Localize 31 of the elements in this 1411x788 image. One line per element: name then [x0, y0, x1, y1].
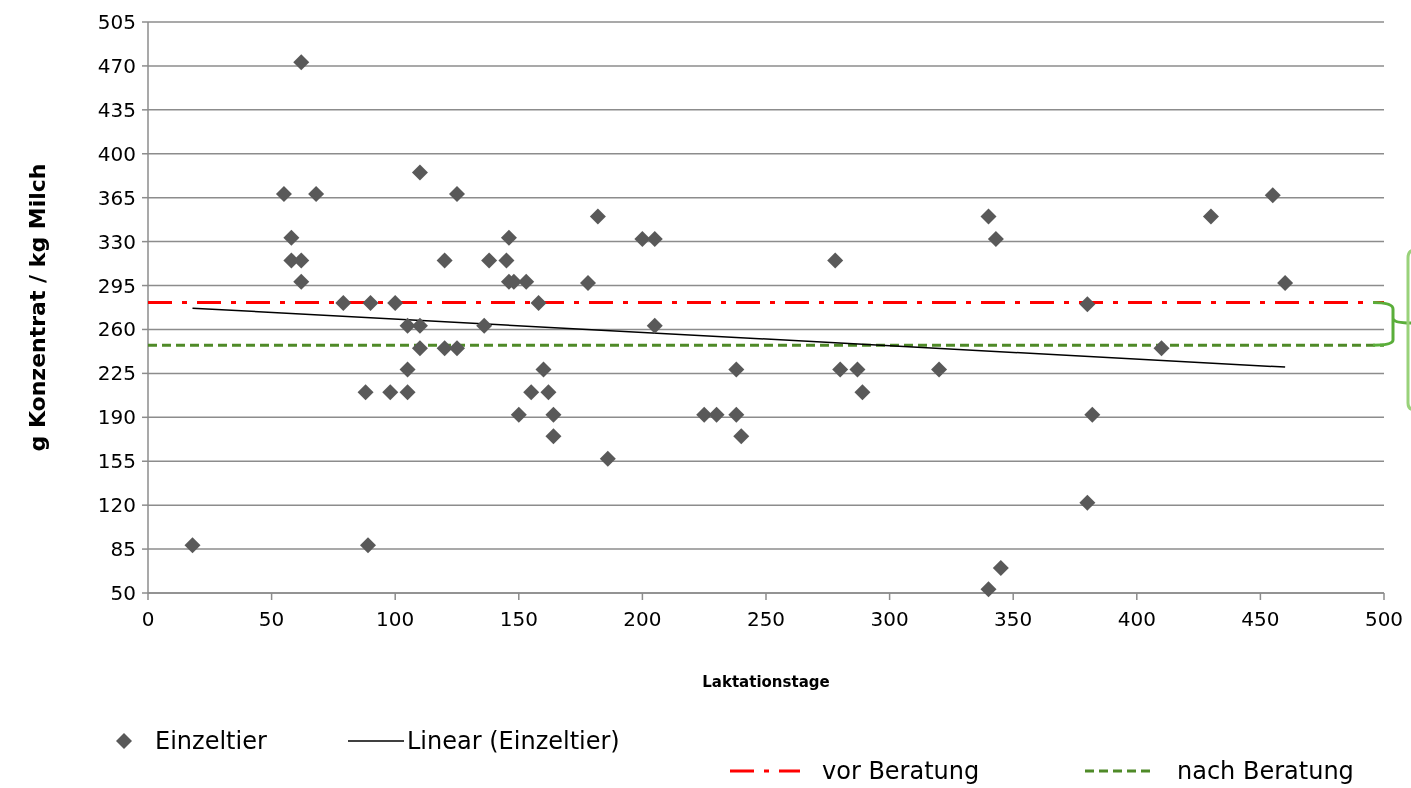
x-tick-label: 200	[623, 607, 662, 631]
x-tick-label: 100	[376, 607, 415, 631]
y-tick-label: 260	[97, 317, 136, 342]
x-tick-label: 250	[746, 607, 786, 631]
legend-label: nach Beratung	[1177, 757, 1354, 786]
y-tick-label: 50	[110, 581, 136, 605]
y-tick-label: 295	[97, 273, 136, 298]
y-tick-label: 435	[97, 97, 136, 122]
x-tick-label: 150	[499, 607, 538, 631]
legend-label: Einzeltier	[155, 727, 267, 756]
y-tick-label: 85	[110, 537, 136, 562]
y-tick-label: 120	[97, 493, 136, 518]
x-tick-label: 400	[1117, 607, 1156, 631]
y-tick-label: 225	[97, 361, 136, 386]
y-tick-label: 330	[97, 229, 136, 254]
x-tick-label: 450	[1241, 607, 1280, 631]
x-axis-title: Laktationstage	[702, 673, 830, 691]
x-tick-label: 50	[258, 607, 285, 631]
y-tick-label: 365	[97, 185, 136, 210]
y-axis-title: g Konzentrat / kg Milch	[25, 163, 50, 452]
x-tick-label: 350	[994, 607, 1033, 631]
legend-label: vor Beratung	[822, 757, 980, 786]
y-tick-label: 505	[97, 10, 136, 34]
legend-label: Linear (Einzeltier)	[407, 727, 620, 756]
y-tick-label: 155	[97, 449, 136, 474]
y-tick-label: 470	[97, 53, 136, 78]
y-tick-label: 400	[97, 141, 136, 166]
x-tick-label: 0	[141, 607, 155, 631]
x-tick-label: 500	[1364, 607, 1404, 631]
y-tick-label: 190	[97, 405, 136, 430]
x-tick-label: 300	[870, 607, 909, 631]
